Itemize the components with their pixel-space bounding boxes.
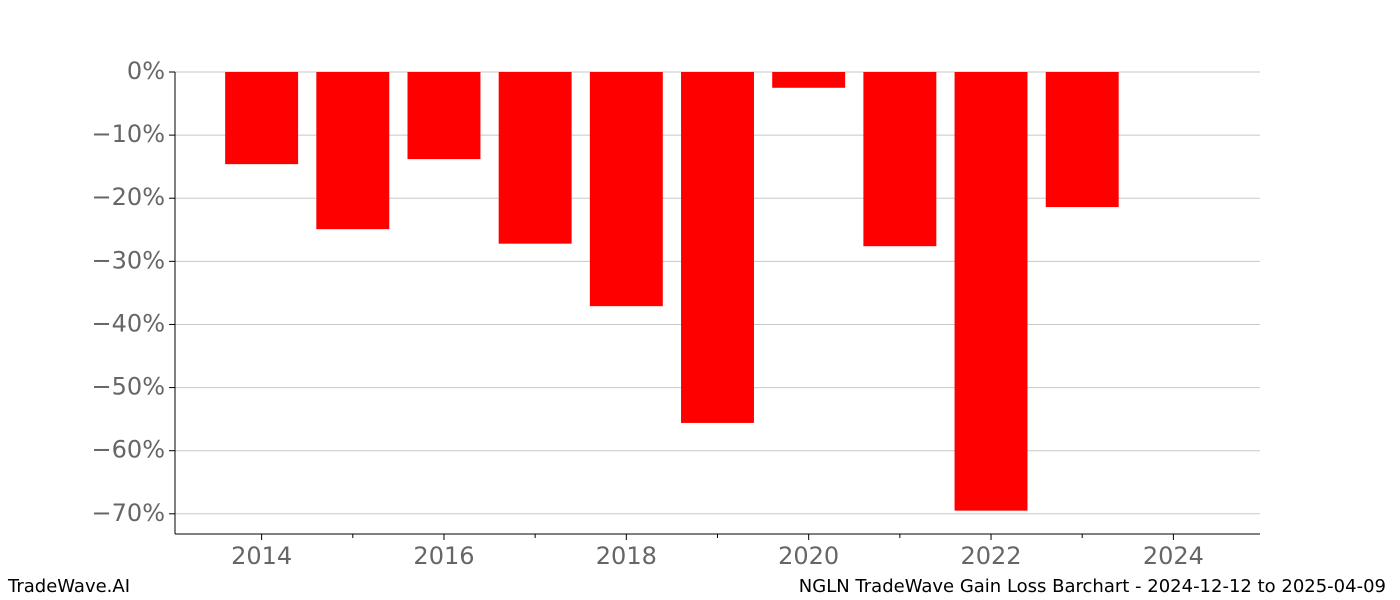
y-tick-label: −70% — [92, 499, 165, 527]
bar — [1045, 72, 1119, 208]
y-tick-label: −30% — [92, 246, 165, 274]
y-tick-label: −60% — [92, 436, 165, 464]
y-tick-label: −20% — [92, 183, 165, 211]
x-tick-label: 2024 — [1143, 542, 1204, 570]
bar — [589, 72, 663, 307]
footer-right: NGLN TradeWave Gain Loss Barchart - 2024… — [799, 576, 1386, 597]
bar — [954, 72, 1028, 511]
bar — [225, 72, 299, 165]
x-tick-label: 2022 — [960, 542, 1021, 570]
footer-left: TradeWave.AI — [7, 576, 130, 597]
x-tick-label: 2014 — [231, 542, 292, 570]
bar — [316, 72, 390, 230]
bar — [407, 72, 481, 160]
bar — [498, 72, 572, 244]
x-tick-label: 2016 — [413, 542, 474, 570]
bar — [863, 72, 937, 247]
y-tick-label: −50% — [92, 373, 165, 401]
y-tick-label: −40% — [92, 309, 165, 337]
bar — [681, 72, 754, 423]
y-tick-label: −10% — [92, 120, 165, 148]
x-tick-label: 2020 — [778, 542, 839, 570]
y-tick-label: 0% — [127, 57, 165, 85]
x-tick-label: 2018 — [596, 542, 657, 570]
bar — [772, 72, 846, 88]
